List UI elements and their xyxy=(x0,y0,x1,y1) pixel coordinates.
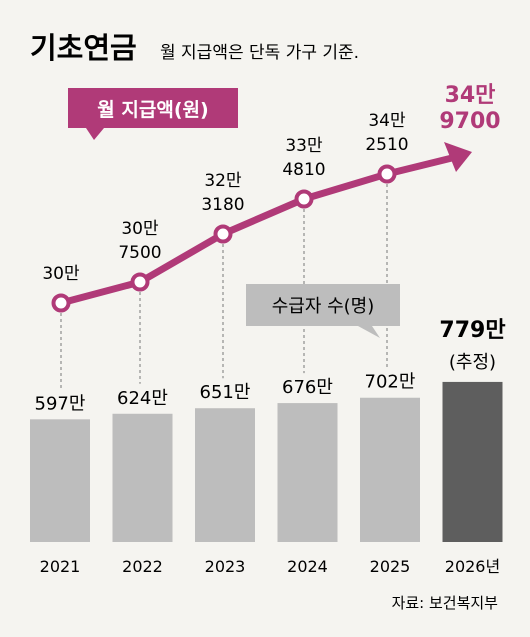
year-label-2022: 2022 xyxy=(122,557,163,576)
point-label-2023-2: 3180 xyxy=(201,195,244,215)
bar-label-2021: 597만 xyxy=(35,393,86,414)
line-point-2024 xyxy=(294,189,314,209)
legend-line: 월 지급액(원) xyxy=(68,88,238,140)
year-label-2024: 2024 xyxy=(287,557,328,576)
bar-label-note: (추정) xyxy=(449,352,496,373)
source-note: 자료: 보건복지부 xyxy=(392,594,499,612)
year-label-2026년: 2026년 xyxy=(445,557,500,576)
bar-label-2023: 651만 xyxy=(200,382,251,403)
point-label-2024-2: 4810 xyxy=(282,160,325,180)
bar-label-2022: 624만 xyxy=(117,388,168,409)
chart-title: 기초연금 xyxy=(30,31,137,65)
line-point-2022 xyxy=(130,272,150,292)
bar-label-2025: 702만 xyxy=(365,372,416,393)
point-label-2026년-2: 9700 xyxy=(439,109,500,134)
point-label-2026년-1: 34만 xyxy=(445,83,496,108)
legend-bar: 수급자 수(명) xyxy=(246,284,400,338)
point-label-2024-1: 33만 xyxy=(285,136,323,156)
bar-label-2024: 676만 xyxy=(282,377,333,398)
line-point-2021 xyxy=(51,293,71,313)
legend-line-box xyxy=(68,88,238,140)
year-label-2023: 2023 xyxy=(205,557,246,576)
point-label-2022-2: 7500 xyxy=(118,243,161,263)
guide-lines xyxy=(60,184,388,390)
legend-bar-box xyxy=(246,284,400,338)
bars xyxy=(30,381,503,542)
bar-2026년 xyxy=(442,381,503,542)
year-label-2021: 2021 xyxy=(40,557,81,576)
year-labels: 2021 2022 2023 2024 2025 2026년 xyxy=(40,557,501,576)
bar-label-2026년: 779만 xyxy=(439,318,505,343)
point-label-2022-1: 30만 xyxy=(121,219,159,239)
point-label-2025-1: 34만 xyxy=(368,111,406,131)
bar-2023 xyxy=(195,408,255,542)
point-label-2025-2: 2510 xyxy=(365,135,408,155)
bar-2021 xyxy=(30,419,90,542)
bar-labels: 597만 624만 651만 676만 702만 779만 (추정) xyxy=(35,318,506,414)
line-point-2023 xyxy=(213,224,233,244)
chart-subtitle: 월 지급액은 단독 가구 기준. xyxy=(160,43,359,63)
line-point-2025 xyxy=(377,164,397,184)
bar-2025 xyxy=(360,397,420,542)
bar-2022 xyxy=(112,413,173,542)
line-path xyxy=(60,153,457,307)
line-arrowhead xyxy=(444,142,472,172)
year-label-2025: 2025 xyxy=(370,557,411,576)
point-label-2023-1: 32만 xyxy=(204,171,242,191)
bar-2024 xyxy=(277,403,338,542)
line-series xyxy=(51,142,472,313)
point-label-2021-1: 30만 xyxy=(42,264,80,284)
legend-line-label: 월 지급액(원) xyxy=(97,99,208,121)
legend-bar-label: 수급자 수(명) xyxy=(272,296,375,317)
